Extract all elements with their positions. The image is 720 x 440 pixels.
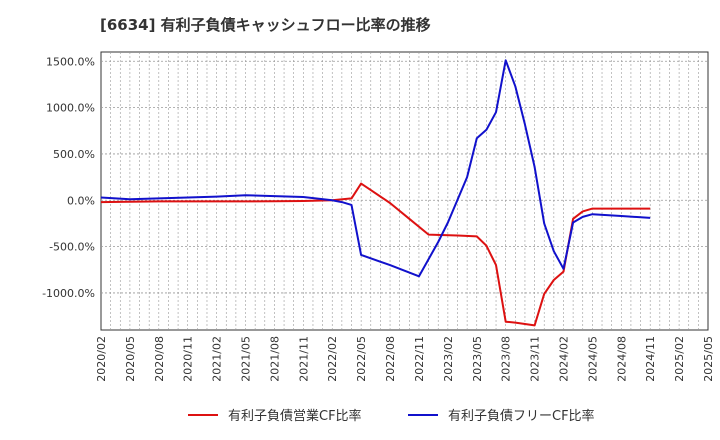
y-axis-ticks: 1500.0% 1000.0% 500.0% 0.0% -500.0% -1000.0% — [42, 55, 95, 300]
y-tick-label: -500.0% — [49, 241, 95, 254]
series-layer — [100, 59, 651, 327]
x-tick-label: 2023/05 — [471, 336, 484, 382]
legend-label-1: 有利子負債営業CF比率 — [228, 408, 362, 424]
x-tick-label: 2021/08 — [268, 336, 281, 382]
x-axis-ticks: 2020/02 2020/05 2020/08 2020/11 2021/02 2021/… — [95, 336, 715, 382]
legend-label-2: 有利子負債フリーCF比率 — [448, 408, 595, 424]
x-tick-label: 2021/11 — [297, 336, 310, 382]
y-tick-label: 0.0% — [67, 194, 95, 207]
x-tick-label: 2023/11 — [529, 336, 542, 382]
legend: 有利子負債営業CF比率 有利子負債フリーCF比率 — [188, 408, 595, 424]
x-tick-label: 2022/08 — [384, 336, 397, 382]
series-line-2 — [100, 59, 651, 278]
x-tick-label: 2023/08 — [500, 336, 513, 382]
x-tick-label: 2020/02 — [95, 336, 108, 382]
y-tick-label: 1000.0% — [46, 102, 95, 115]
x-tick-label: 2024/05 — [586, 336, 599, 382]
x-tick-label: 2021/02 — [211, 336, 224, 382]
x-tick-label: 2025/02 — [673, 336, 686, 382]
x-tick-label: 2022/11 — [413, 336, 426, 382]
chart-title: [6634] 有利子負債キャッシュフロー比率の推移 — [100, 16, 431, 34]
x-tick-label: 2024/11 — [644, 336, 657, 382]
y-tick-label: 1500.0% — [46, 55, 95, 68]
x-tick-label: 2022/02 — [326, 336, 339, 382]
x-tick-label: 2020/11 — [182, 336, 195, 382]
x-tick-label: 2021/05 — [240, 336, 253, 382]
x-tick-label: 2024/08 — [615, 336, 628, 382]
y-tick-label: -1000.0% — [42, 287, 95, 300]
x-tick-label: 2022/05 — [355, 336, 368, 382]
grid-layer — [101, 52, 708, 330]
x-tick-label: 2023/02 — [442, 336, 455, 382]
plot-area — [100, 51, 709, 331]
x-tick-label: 2020/08 — [153, 336, 166, 382]
x-tick-label: 2024/02 — [557, 336, 570, 382]
y-tick-label: 500.0% — [53, 148, 95, 161]
x-tick-label: 2025/05 — [702, 336, 715, 382]
x-tick-label: 2020/05 — [124, 336, 137, 382]
